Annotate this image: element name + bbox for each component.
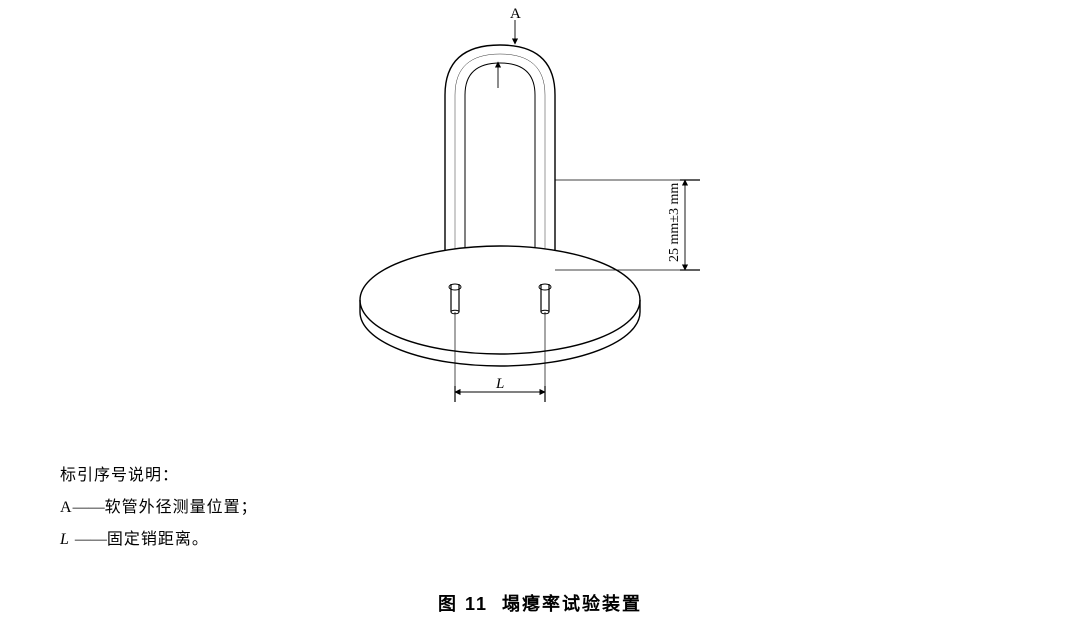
legend: 标引序号说明： A——软管外径测量位置； L ——固定销距离。 (60, 460, 258, 556)
diagram-svg: A (300, 0, 800, 430)
legend-symbol-a: A (60, 499, 73, 516)
diagram-container: A (300, 0, 800, 430)
legend-item-l: L ——固定销距离。 (60, 524, 258, 556)
caption-title: 塌瘪率试验装置 (502, 594, 642, 614)
legend-heading: 标引序号说明： (60, 460, 258, 492)
page: A (0, 0, 1080, 626)
legend-symbol-l: L (60, 531, 70, 548)
legend-desc-a: 软管外径测量位置； (105, 499, 258, 516)
legend-item-a: A——软管外径测量位置； (60, 492, 258, 524)
legend-desc-l: 固定销距离。 (107, 531, 209, 548)
dimension-height-label: 25 mm±3 mm (667, 183, 682, 262)
label-a: A (510, 6, 521, 22)
caption-prefix: 图 11 (438, 594, 488, 614)
figure-caption: 图 11 塌瘪率试验装置 (0, 590, 1080, 616)
legend-dash-l: —— (75, 531, 107, 548)
base-disc (360, 246, 640, 366)
legend-dash-a: —— (73, 499, 105, 516)
dimension-l-label: L (495, 376, 504, 392)
